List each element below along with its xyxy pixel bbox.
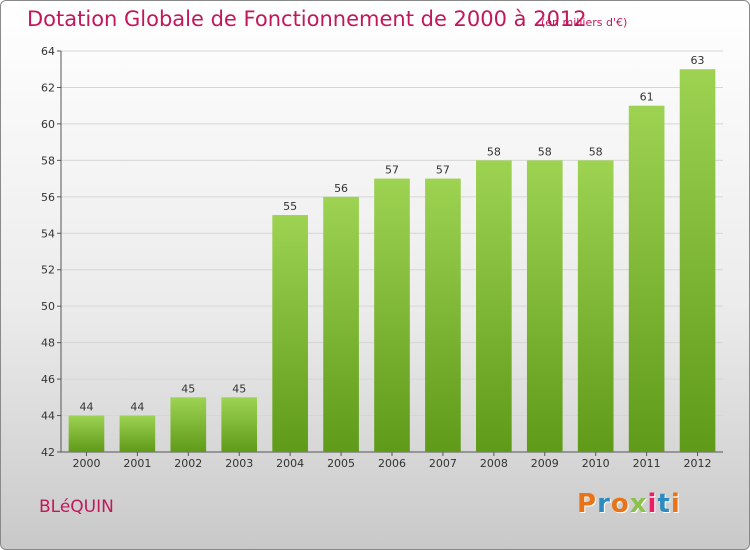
logo-letter: o [610,489,630,519]
logo-letter: r [597,489,611,519]
x-tick-label: 2002 [174,457,202,470]
y-tick-label: 62 [41,81,55,94]
bar-value-label: 55 [283,200,297,213]
x-tick-label: 2007 [429,457,457,470]
x-tick-label: 2004 [276,457,304,470]
x-tick-label: 2008 [480,457,508,470]
y-tick-label: 58 [41,154,55,167]
y-tick-label: 42 [41,446,55,459]
x-tick-label: 2001 [123,457,151,470]
logo-letter: i [647,489,658,519]
bar [374,178,410,452]
x-tick-label: 2005 [327,457,355,470]
y-tick-label: 64 [41,45,55,58]
bar [628,105,665,452]
y-tick-label: 44 [41,410,55,423]
y-tick-label: 50 [41,300,55,313]
bar-value-label: 45 [181,382,195,395]
bar [68,415,105,452]
y-tick-label: 46 [41,373,55,386]
bar-value-label: 44 [130,401,144,414]
x-tick-label: 2009 [531,457,559,470]
chart-unit: (en milliers d'€) [541,16,628,29]
logo-letter: i [670,489,681,519]
y-tick-label: 54 [41,227,55,240]
y-tick-label: 48 [41,337,55,350]
x-tick-label: 2003 [225,457,253,470]
bar [221,397,258,452]
y-tick-label: 52 [41,264,55,277]
bar [679,69,716,453]
bar [476,160,512,452]
y-tick-label: 56 [41,191,55,204]
x-tick-label: 2012 [684,457,712,470]
x-tick-label: 2011 [633,457,661,470]
labels: 42 44 46 48 50 52 54 56 58 60 62 64 44 2000 44 2001 45 20… [41,45,712,470]
bar-value-label: 56 [334,182,348,195]
bar-value-label: 58 [538,145,552,158]
bar [577,160,614,452]
bar-value-label: 63 [691,54,705,67]
x-tick-label: 2006 [378,457,406,470]
bar-value-label: 58 [487,145,501,158]
bar-value-label: 61 [640,91,654,104]
logo-letter: P [577,489,598,519]
chart-title: Dotation Globale de Fonctionnement de 20… [27,7,587,31]
bar-value-label: 44 [79,401,93,414]
bars [68,69,716,453]
x-tick-label: 2010 [582,457,610,470]
logo-letter: x [629,489,648,519]
bar-value-label: 57 [385,164,399,177]
bar [170,397,207,452]
commune-name: BLéQUIN [39,497,114,517]
bar [526,160,563,452]
bar [272,215,308,452]
bar-value-label: 57 [436,164,450,177]
bar [119,415,156,452]
proxiti-logo: Proxiti [577,489,681,519]
bar [425,178,461,452]
bar-value-label: 45 [232,382,246,395]
bar [323,196,359,452]
y-tick-label: 60 [41,118,55,131]
bar-value-label: 58 [589,145,603,158]
x-tick-label: 2000 [72,457,100,470]
logo-letter: t [657,489,671,519]
